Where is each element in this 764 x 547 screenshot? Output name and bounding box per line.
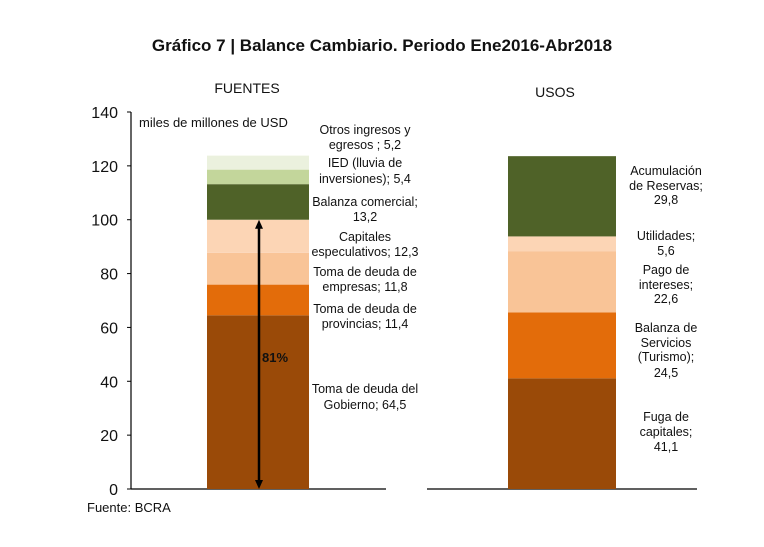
segment-label: Balanza comercial; 13,2 [312, 195, 418, 224]
bar-segment [207, 155, 309, 170]
y-tick-label: 60 [100, 320, 118, 337]
y-tick-label: 120 [91, 159, 118, 176]
category-label-fuentes: FUENTES [214, 80, 279, 96]
y-tick-label: 40 [100, 374, 118, 391]
bar-segment [508, 156, 616, 237]
annotation-label: 81% [262, 350, 288, 365]
segment-label: Balanza de Servicios (Turismo); 24,5 [635, 321, 698, 380]
bar-segment [508, 251, 616, 313]
segment-label: Toma de deuda del Gobierno; 64,5 [312, 382, 418, 412]
segment-label: Otros ingresos y egresos ; 5,2 [319, 123, 411, 152]
segment-label: IED (lluvia de inversiones); 5,4 [319, 156, 411, 186]
arrow-head-up [255, 219, 263, 229]
y-tick-label: 80 [100, 267, 118, 284]
segment-label: Capitales especulativos; 12,3 [311, 230, 418, 259]
segment-label: Pago de intereses; 22,6 [639, 263, 693, 306]
arrow-head-down [255, 480, 263, 489]
segment-label: Toma de deuda de provincias; 11,4 [313, 302, 417, 331]
y-axis-label: miles de millones de USD [139, 115, 288, 130]
bar-segment [207, 169, 309, 185]
category-label-usos: USOS [535, 84, 575, 100]
y-tick-label: 0 [109, 482, 118, 499]
y-tick-label: 20 [100, 428, 118, 445]
bar-segment [508, 378, 616, 489]
segment-label: Acumulación de Reservas; 29,8 [629, 164, 703, 207]
y-tick-label: 100 [91, 213, 118, 230]
segment-label: Toma de deuda de empresas; 11,8 [313, 265, 417, 294]
bar-segment [508, 236, 616, 252]
y-tick-label: 140 [91, 105, 118, 122]
bar-segment [207, 184, 309, 220]
segment-label: Fuga de capitales; 41,1 [640, 410, 693, 454]
segment-label: Utilidades; 5,6 [637, 229, 695, 258]
chart-title: Gráfico 7 | Balance Cambiario. Periodo E… [152, 36, 612, 55]
source-note: Fuente: BCRA [87, 500, 171, 515]
bar-segment [508, 312, 616, 379]
